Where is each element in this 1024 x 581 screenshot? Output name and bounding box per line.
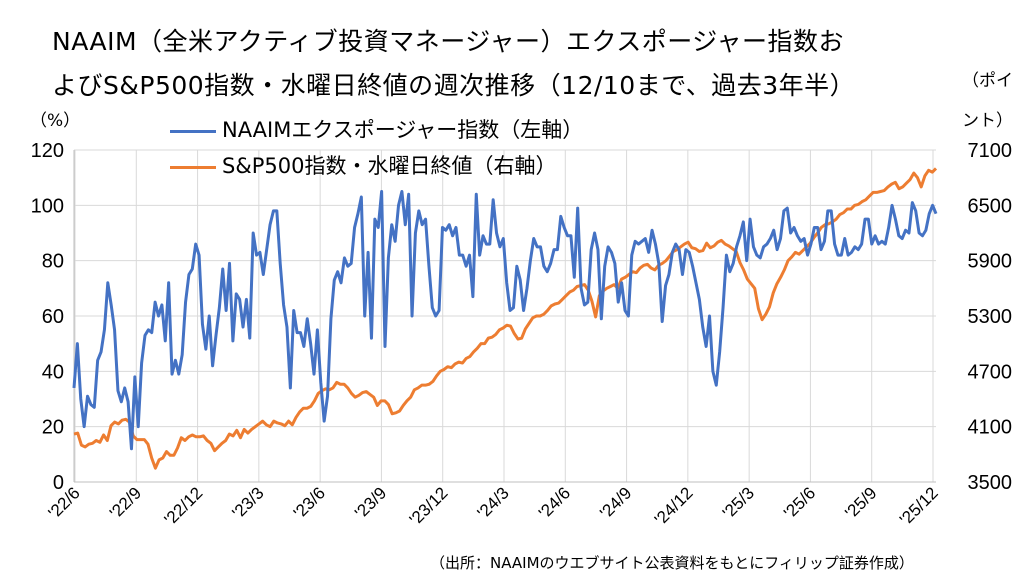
legend-label-sp500: S&P500指数・水曜日終値（右軸）	[222, 154, 557, 178]
right-tick-label: 5900	[968, 251, 1013, 273]
sp500-line	[73, 167, 938, 470]
x-tick-label: '23/9	[351, 483, 390, 522]
naaim-line	[72, 190, 938, 451]
left-tick-label: 20	[42, 417, 64, 439]
x-tick-label: '25/9	[841, 483, 880, 522]
legend-label-naaim: NAAIMエクスポージャー指数（左軸）	[222, 118, 584, 142]
right-tick-label: 3500	[968, 472, 1013, 494]
x-tick-label: '22/12	[161, 483, 207, 529]
legend-item-sp500: S&P500指数・水曜日終値（右軸）	[170, 150, 556, 180]
right-tick-label: 5300	[968, 306, 1013, 328]
x-tick-label: '23/12	[406, 483, 452, 529]
x-tick-label: '25/3	[719, 483, 758, 522]
series-lines	[72, 167, 938, 470]
left-axis-unit: （%）	[30, 111, 81, 131]
x-tick-label: '24/3	[474, 483, 513, 522]
x-tick-label: '25/6	[780, 483, 819, 522]
left-tick-label: 40	[42, 361, 64, 383]
right-tick-label: 7100	[968, 140, 1013, 162]
x-tick-label: '24/6	[535, 483, 574, 522]
left-tick-label: 60	[42, 306, 64, 328]
x-tick-label: '24/9	[596, 483, 635, 522]
x-tick-label: '23/6	[290, 483, 329, 522]
chart-title-line-2: よびS&P500指数・水曜日終値の週次推移（12/10まで、過去3年半）	[52, 71, 856, 100]
left-tick-label: 100	[31, 195, 64, 217]
x-tick-label: '22/6	[45, 483, 84, 522]
legend-swatch-naaim	[170, 129, 216, 133]
x-tick-label: '25/12	[896, 483, 942, 529]
chart-title-line-1: NAAIM（全米アクティブ投資マネージャー）エクスポージャー指数お	[52, 27, 845, 56]
axes	[73, 150, 936, 483]
x-tick-label: '24/12	[651, 483, 697, 529]
left-tick-label: 0	[53, 472, 64, 494]
tick-labels: 0 20 40 60 80 100 120 3500 4100 4700 5300 5900 6500 7…	[31, 140, 1012, 529]
right-tick-label: 4100	[968, 417, 1013, 439]
right-axis-unit-line-1: （ポイ	[962, 71, 1013, 91]
right-axis-unit-line-2: ント）	[962, 111, 1013, 131]
x-tick-label: '23/3	[229, 483, 268, 522]
left-tick-label: 120	[31, 140, 64, 162]
left-tick-label: 80	[42, 251, 64, 273]
right-tick-label: 4700	[968, 361, 1013, 383]
right-tick-label: 6500	[968, 195, 1013, 217]
source-note: （出所：NAAIMのウエブサイト公表資料をもとにフィリップ証券作成）	[430, 554, 914, 572]
legend-swatch-sp500	[170, 165, 216, 169]
legend-item-naaim: NAAIMエクスポージャー指数（左軸）	[170, 114, 583, 144]
x-tick-label: '22/9	[106, 483, 145, 522]
